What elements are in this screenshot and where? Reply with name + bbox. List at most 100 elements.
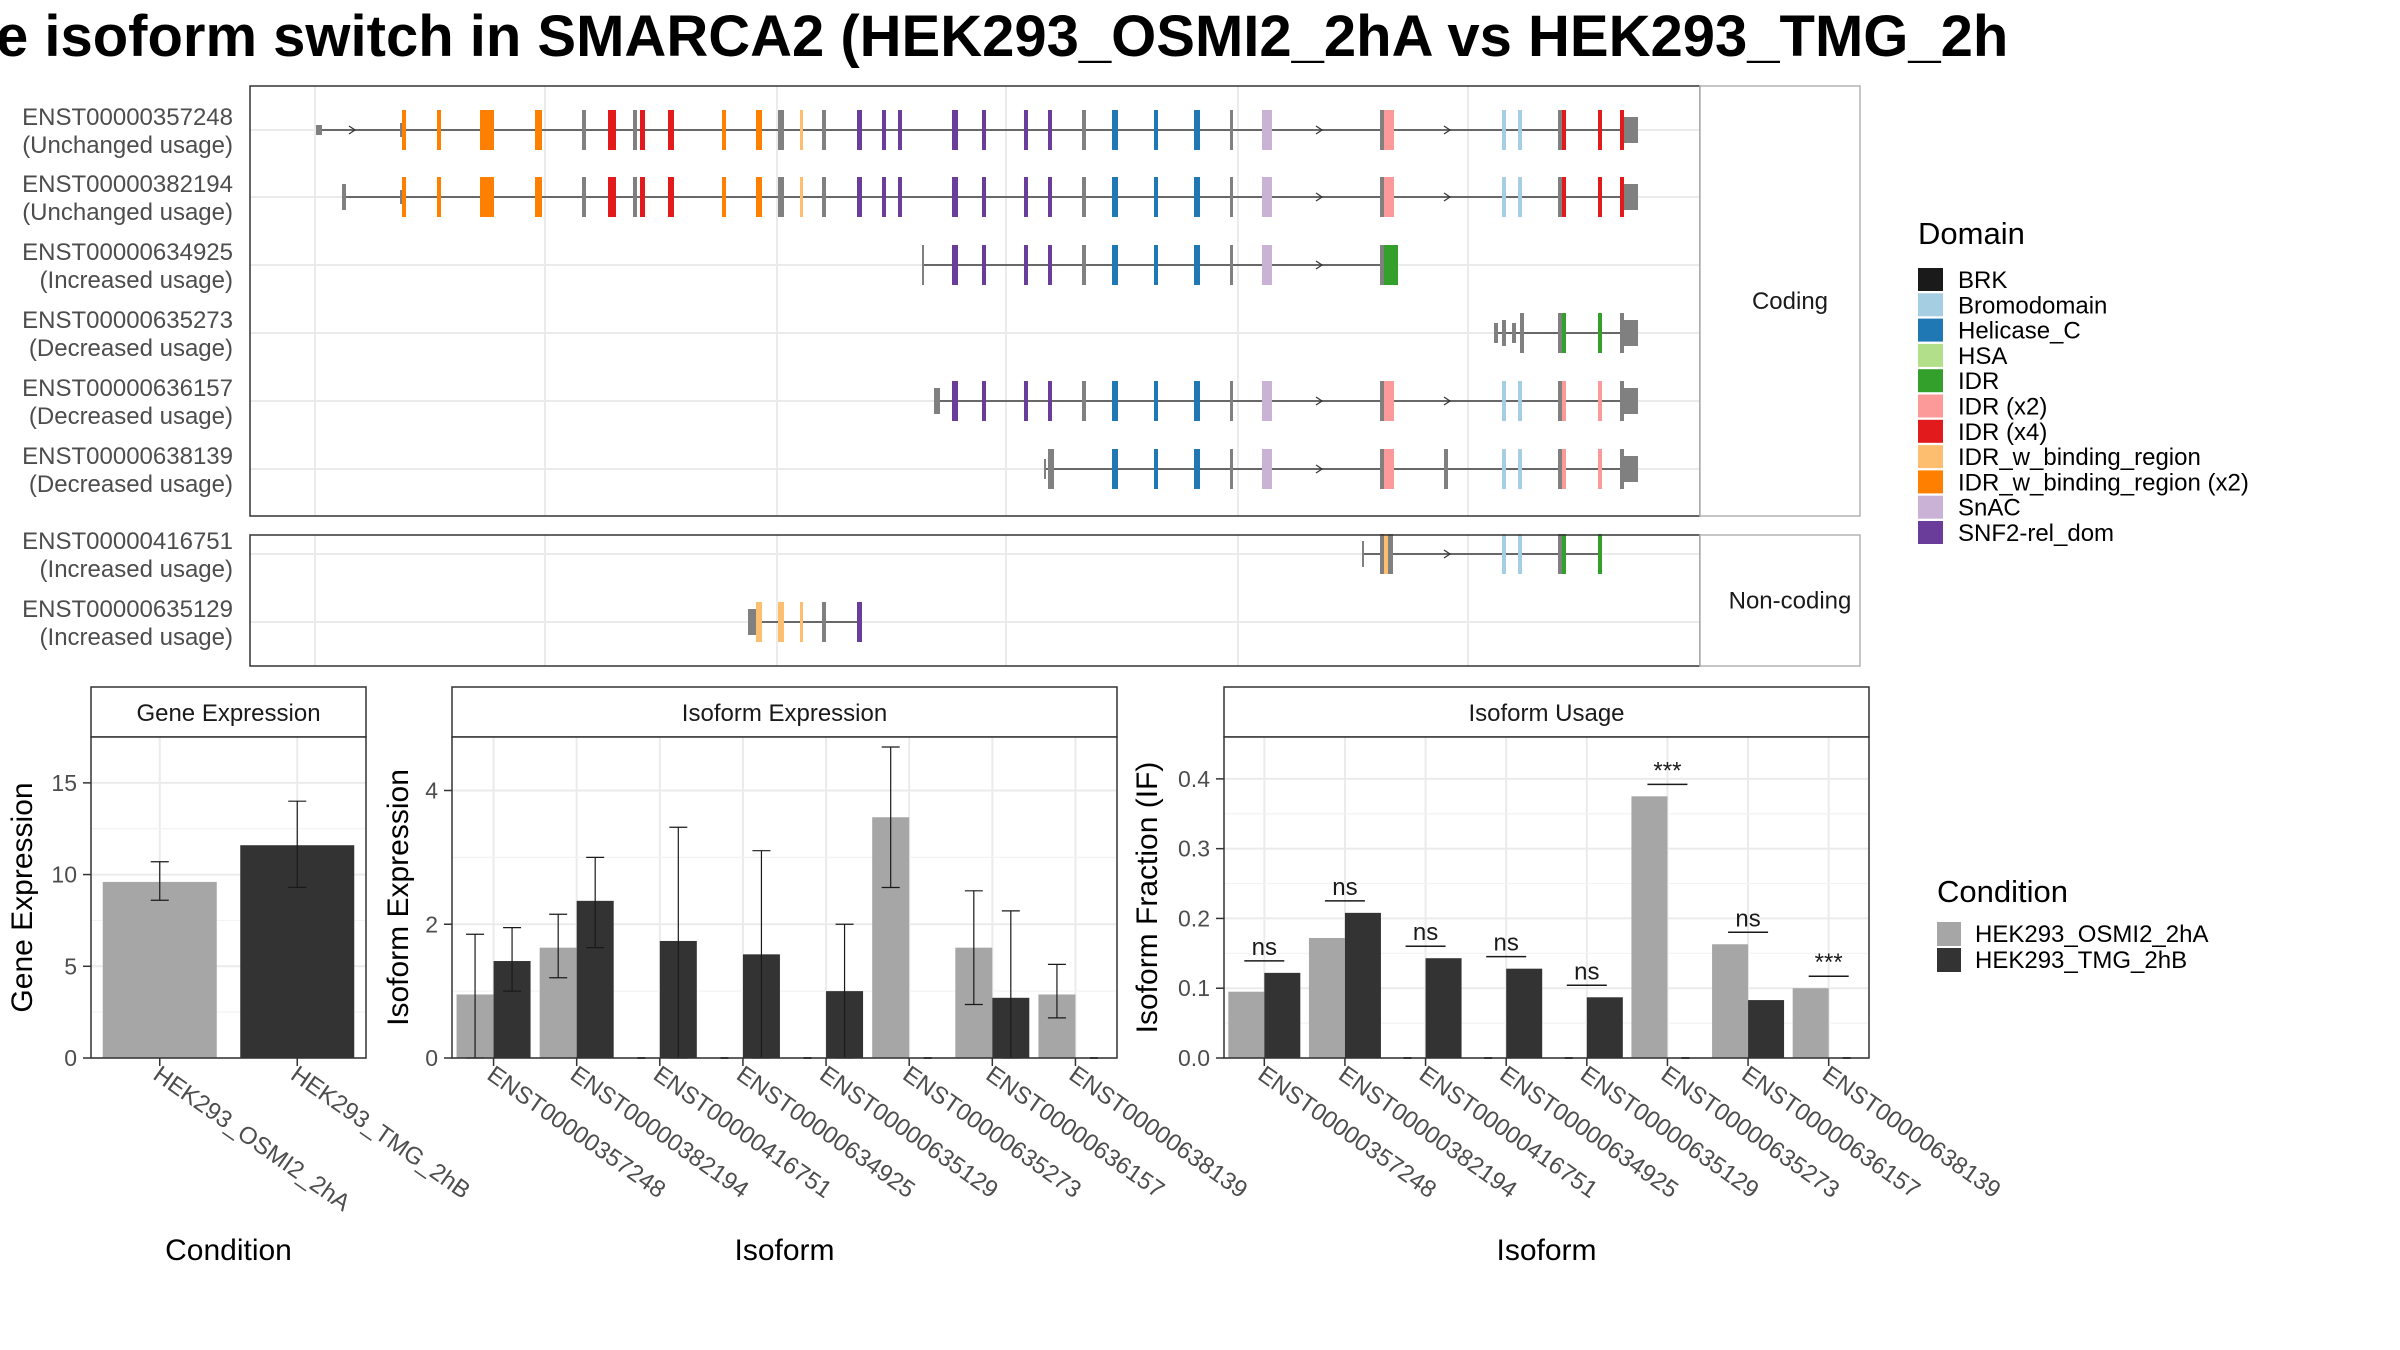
domain-block bbox=[982, 177, 986, 217]
domain-block bbox=[1384, 245, 1398, 285]
facet-strip-label: Non-coding bbox=[1729, 588, 1852, 615]
strand-arrow bbox=[1315, 192, 1324, 202]
transcript-usage-label: (Increased usage) bbox=[40, 624, 233, 651]
domain-block bbox=[1262, 177, 1272, 217]
y-tick-label: 0.1 bbox=[1178, 975, 1210, 1001]
domain-block bbox=[402, 177, 406, 217]
figure-title: e isoform switch in SMARCA2 (HEK293_OSMI… bbox=[0, 4, 2008, 69]
exon-block bbox=[1624, 456, 1638, 482]
x-axis-title: Isoform bbox=[1496, 1234, 1596, 1267]
exon-block bbox=[1558, 534, 1562, 574]
transcript-usage-label: (Decreased usage) bbox=[29, 335, 233, 362]
exon-block bbox=[1380, 177, 1384, 217]
domain-block bbox=[1048, 177, 1052, 217]
domain-block bbox=[857, 602, 862, 642]
bar bbox=[1506, 968, 1543, 1058]
exon-block bbox=[1558, 177, 1562, 217]
transcript-usage-label: (Increased usage) bbox=[40, 267, 233, 294]
domain-block bbox=[1502, 110, 1506, 150]
domain-block bbox=[1112, 245, 1118, 285]
domain-block bbox=[437, 177, 441, 217]
bar bbox=[1586, 997, 1623, 1058]
transcript-ENST00000634925 bbox=[922, 245, 1398, 285]
exon-block bbox=[1558, 449, 1562, 489]
transcript-ENST00000416751 bbox=[1362, 534, 1602, 574]
significance-label: ns bbox=[1574, 958, 1599, 985]
domain-block bbox=[1194, 449, 1200, 489]
condition-legend-label: HEK293_OSMI2_2hA bbox=[1975, 921, 2208, 948]
domain-legend-label: Bromodomain bbox=[1958, 292, 2107, 319]
domain-legend-label: Helicase_C bbox=[1958, 318, 2081, 345]
bar bbox=[1748, 1000, 1785, 1058]
domain-block bbox=[1048, 110, 1052, 150]
domain-block bbox=[1502, 449, 1506, 489]
exon-block bbox=[1388, 534, 1393, 574]
domain-block bbox=[1518, 381, 1522, 421]
exon-block bbox=[1558, 313, 1562, 353]
exon-block bbox=[1620, 449, 1624, 489]
transcript-ENST00000638139 bbox=[1044, 449, 1638, 489]
strand-arrow bbox=[1315, 125, 1324, 135]
exon-block bbox=[1230, 177, 1233, 217]
transcript-ENST00000382194 bbox=[342, 177, 1638, 217]
domain-legend-label: IDR (x2) bbox=[1958, 394, 2047, 421]
domain-block bbox=[952, 110, 958, 150]
y-tick-label: 4 bbox=[425, 778, 438, 804]
domain-block bbox=[1620, 110, 1624, 150]
domain-legend-swatch bbox=[1918, 394, 1943, 418]
exon-block bbox=[1380, 449, 1384, 489]
domain-legend-swatch bbox=[1918, 495, 1943, 519]
exon-block bbox=[822, 602, 826, 642]
domain-legend-swatch bbox=[1918, 318, 1943, 342]
domain-legend-label: SnAC bbox=[1958, 495, 2021, 522]
domain-legend: DomainBRKBromodomainHelicase_CHSAIDRIDR … bbox=[1918, 216, 2249, 547]
domain-block bbox=[857, 177, 862, 217]
transcript-ENST00000357248 bbox=[316, 110, 1638, 150]
exon-block bbox=[1512, 323, 1516, 343]
exon-block bbox=[1082, 110, 1086, 150]
exon-block bbox=[1624, 117, 1638, 143]
domain-block bbox=[982, 110, 986, 150]
domain-block bbox=[1562, 449, 1566, 489]
domain-block bbox=[1154, 177, 1158, 217]
exon-block bbox=[748, 609, 756, 635]
domain-block bbox=[1502, 177, 1506, 217]
strand-arrow bbox=[348, 125, 357, 135]
transcript-id-label: ENST00000416751 bbox=[22, 528, 233, 555]
domain-legend-label: IDR bbox=[1958, 368, 1999, 395]
exon-block bbox=[1558, 110, 1562, 150]
strand-arrow bbox=[1315, 464, 1324, 474]
transcript-ENST00000636157 bbox=[934, 381, 1638, 421]
domain-block bbox=[1262, 245, 1272, 285]
domain-block bbox=[756, 177, 762, 217]
strand-arrow bbox=[1443, 192, 1452, 202]
exon-block bbox=[1230, 110, 1233, 150]
domain-legend-label: BRK bbox=[1958, 267, 2007, 294]
domain-legend-swatch bbox=[1918, 521, 1943, 544]
domain-block bbox=[1154, 449, 1158, 489]
plot-border bbox=[1223, 736, 1870, 1059]
transcript-id-label: ENST00000382194 bbox=[22, 171, 233, 198]
domain-block bbox=[668, 177, 674, 217]
domain-block bbox=[1518, 110, 1522, 150]
exon-block bbox=[1380, 381, 1384, 421]
significance-label: *** bbox=[1653, 757, 1681, 784]
transcript-usage-label: (Unchanged usage) bbox=[22, 132, 233, 159]
exon-block bbox=[1494, 323, 1498, 343]
y-axis-title: Gene Expression bbox=[6, 782, 39, 1012]
bar bbox=[1344, 912, 1381, 1058]
domain-block bbox=[1112, 177, 1118, 217]
domain-block bbox=[1154, 245, 1158, 285]
domain-block bbox=[1620, 177, 1624, 217]
panel-strip-title: Isoform Expression bbox=[682, 700, 887, 727]
bar bbox=[102, 881, 217, 1058]
exon-block bbox=[1620, 313, 1624, 353]
condition-legend-title: Condition bbox=[1937, 874, 2068, 909]
significance-label: ns bbox=[1252, 934, 1277, 961]
domain-block bbox=[608, 110, 616, 150]
exon-block bbox=[1044, 459, 1046, 479]
bar bbox=[1308, 937, 1345, 1058]
significance-label: ns bbox=[1332, 874, 1357, 901]
y-tick-label: 2 bbox=[425, 911, 438, 937]
